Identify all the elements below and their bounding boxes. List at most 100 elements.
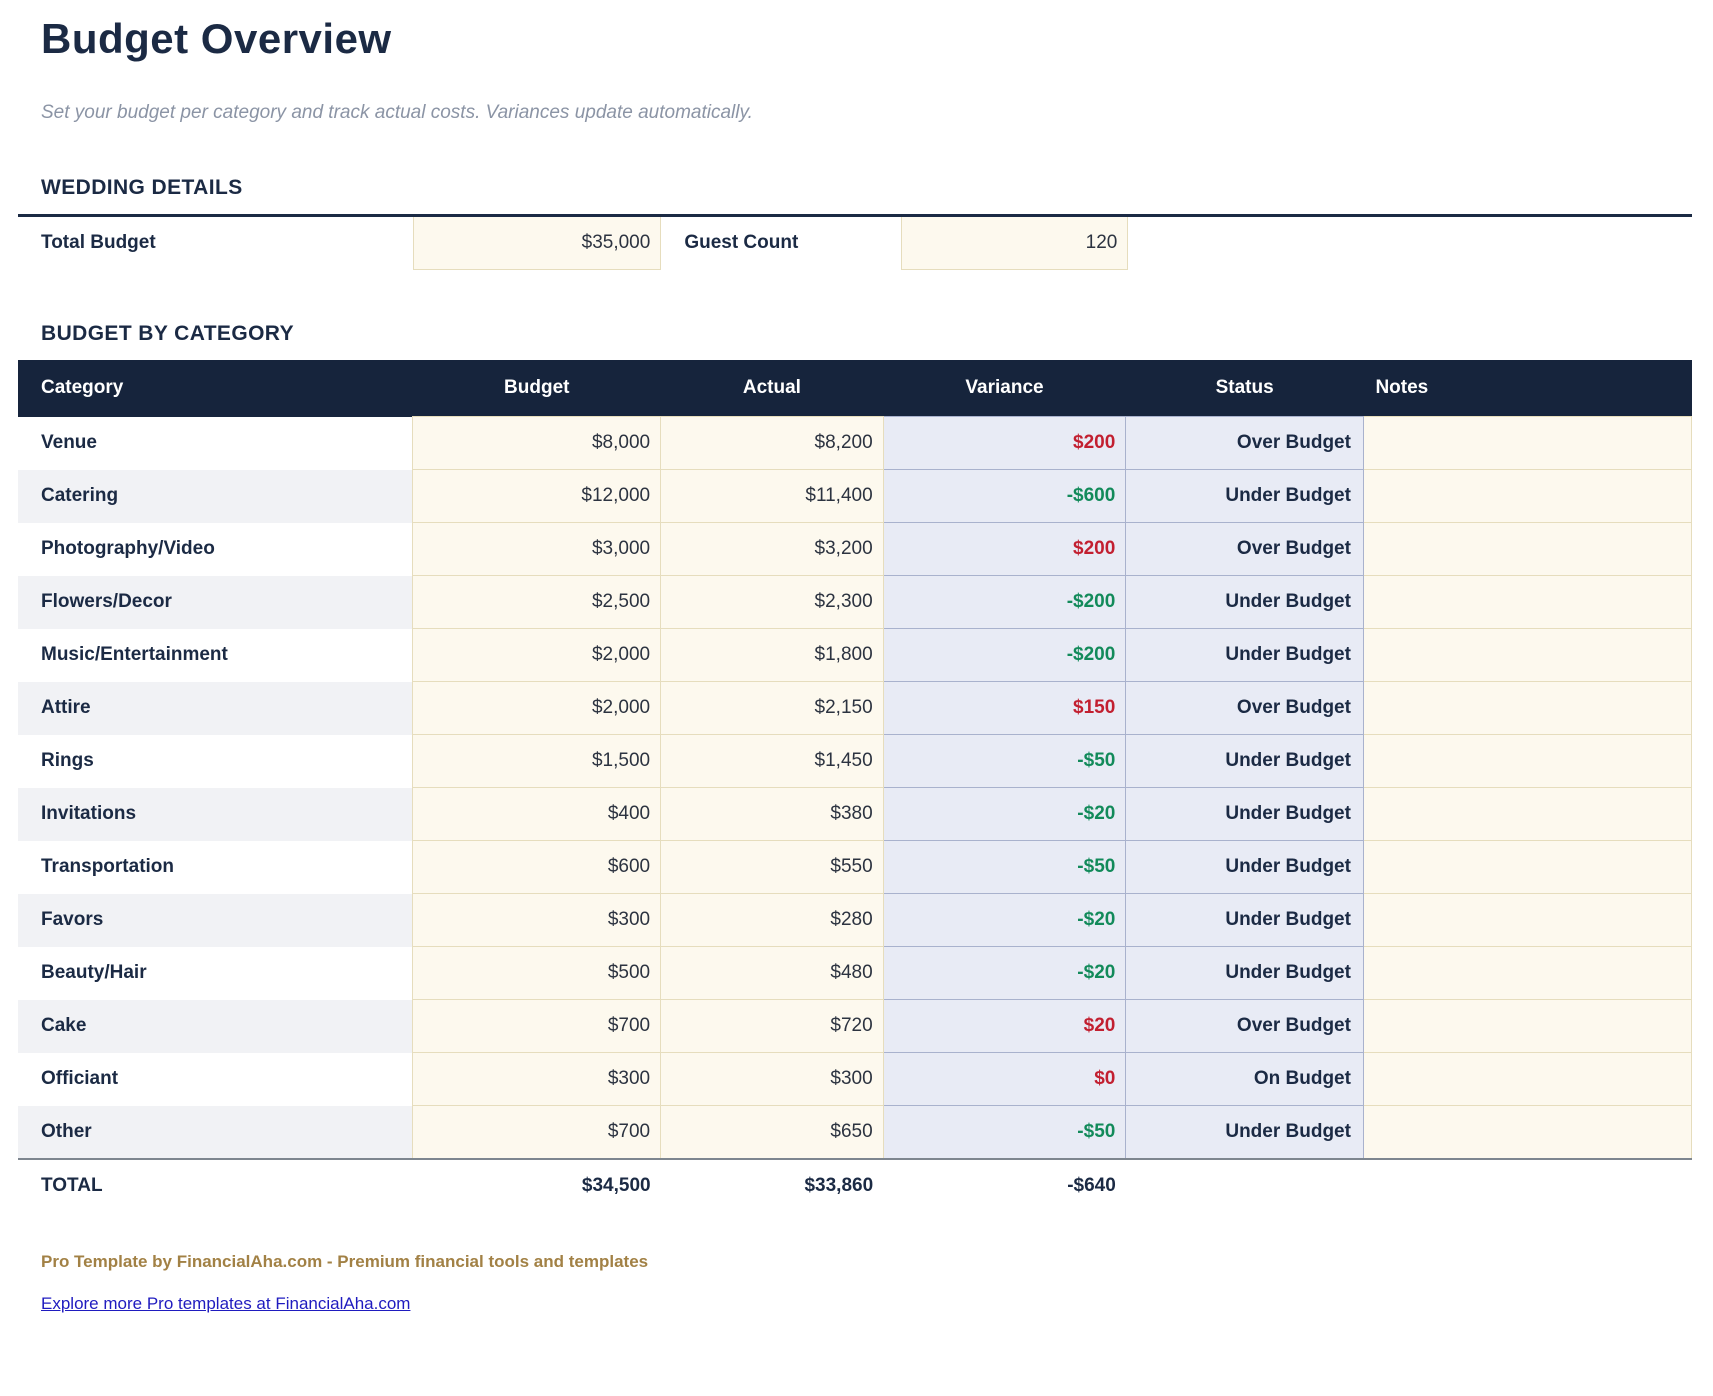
variance-cell: $200	[882, 416, 1127, 471]
variance-cell: -$50	[882, 1105, 1127, 1160]
actual-cell[interactable]: $11,400	[660, 469, 884, 524]
table-row: Officiant $300 $300 $0 On Budget	[18, 1052, 1693, 1107]
actual-cell[interactable]: $2,150	[660, 681, 884, 736]
budget-cell[interactable]: $2,000	[412, 681, 662, 736]
budget-cell[interactable]: $2,000	[412, 628, 662, 683]
actual-cell[interactable]: $8,200	[660, 416, 884, 471]
actual-cell[interactable]: $1,450	[660, 734, 884, 789]
table-row: Music/Entertainment $2,000 $1,800 -$200 …	[18, 628, 1693, 683]
table-row: Photography/Video $3,000 $3,200 $200 Ove…	[18, 522, 1693, 577]
status-cell: Under Budget	[1125, 628, 1364, 683]
notes-cell[interactable]	[1362, 416, 1693, 471]
column-header-notes: Notes	[1363, 360, 1692, 417]
column-header-variance: Variance	[883, 360, 1126, 417]
footer-explore-link[interactable]: Explore more Pro templates at FinancialA…	[41, 1294, 411, 1314]
category-cell: Rings	[41, 750, 94, 772]
variance-cell: $200	[882, 522, 1127, 577]
column-header-actual: Actual	[660, 360, 884, 417]
budget-cell[interactable]: $300	[412, 893, 662, 948]
category-cell: Other	[18, 1105, 413, 1160]
status-cell: Over Budget	[1125, 681, 1364, 736]
empty-spacer-cell	[1127, 215, 1692, 270]
total-row: TOTAL $34,500 $33,860 -$640	[18, 1158, 1692, 1213]
actual-cell[interactable]: $550	[660, 840, 884, 895]
category-cell: Invitations	[18, 787, 413, 841]
actual-cell[interactable]: $300	[660, 1052, 884, 1107]
variance-cell: -$200	[882, 628, 1127, 683]
budget-cell[interactable]: $1,500	[412, 734, 662, 789]
budget-cell[interactable]: $400	[412, 787, 662, 842]
column-header-status: Status	[1125, 360, 1364, 417]
category-cell: Catering	[18, 469, 413, 523]
budget-cell[interactable]: $600	[412, 840, 662, 895]
status-cell: Under Budget	[1125, 1105, 1364, 1160]
total-budget-label: Total Budget	[41, 232, 156, 254]
notes-cell[interactable]	[1362, 1052, 1693, 1107]
page-subtitle: Set your budget per category and track a…	[41, 102, 753, 124]
category-cell: Favors	[18, 893, 413, 947]
total-actual-cell: $33,860	[660, 1158, 884, 1213]
notes-cell[interactable]	[1362, 840, 1693, 895]
actual-cell[interactable]: $2,300	[660, 575, 884, 630]
table-row: Venue $8,000 $8,200 $200 Over Budget	[18, 416, 1693, 471]
actual-cell[interactable]: $380	[660, 787, 884, 842]
total-budget-value-cell[interactable]: $35,000	[412, 215, 662, 271]
actual-cell[interactable]: $280	[660, 893, 884, 948]
status-cell: On Budget	[1125, 1052, 1364, 1107]
total-status-cell	[1125, 1158, 1364, 1213]
notes-cell[interactable]	[1362, 575, 1693, 630]
category-cell: Cake	[18, 999, 413, 1053]
table-row: Other $700 $650 -$50 Under Budget	[18, 1105, 1693, 1160]
wedding-details-row: Total Budget $35,000 Guest Count 120	[18, 215, 1692, 271]
variance-cell: -$200	[882, 575, 1127, 630]
notes-cell[interactable]	[1362, 734, 1693, 789]
actual-cell[interactable]: $1,800	[660, 628, 884, 683]
table-row: Cake $700 $720 $20 Over Budget	[18, 999, 1693, 1054]
actual-cell[interactable]: $720	[660, 999, 884, 1054]
notes-cell[interactable]	[1362, 522, 1693, 577]
category-cell: Music/Entertainment	[41, 644, 228, 666]
notes-cell[interactable]	[1362, 946, 1693, 1001]
table-row: Invitations $400 $380 -$20 Under Budget	[18, 787, 1693, 842]
table-row: Attire $2,000 $2,150 $150 Over Budget	[18, 681, 1693, 736]
notes-cell[interactable]	[1362, 681, 1693, 736]
notes-cell[interactable]	[1362, 628, 1693, 683]
category-cell: Transportation	[41, 856, 175, 878]
notes-cell[interactable]	[1362, 469, 1693, 524]
category-cell: Attire	[18, 681, 413, 735]
actual-cell[interactable]: $650	[660, 1105, 884, 1160]
table-header-row: Category Budget Actual Variance Status N…	[18, 360, 1692, 417]
category-cell: Flowers/Decor	[18, 575, 413, 629]
actual-cell[interactable]: $480	[660, 946, 884, 1001]
budget-cell[interactable]: $500	[412, 946, 662, 1001]
variance-cell: -$20	[882, 893, 1127, 948]
category-cell: Officiant	[41, 1068, 119, 1090]
variance-cell: -$50	[882, 734, 1127, 789]
variance-cell: $0	[882, 1052, 1127, 1107]
wedding-details-table: Total Budget $35,000 Guest Count 120	[18, 214, 1692, 271]
budget-cell[interactable]: $700	[412, 999, 662, 1054]
budget-cell[interactable]: $3,000	[412, 522, 662, 577]
section-heading-wedding-details: WEDDING DETAILS	[41, 176, 243, 200]
notes-cell[interactable]	[1362, 893, 1693, 948]
table-row: Transportation $600 $550 -$50 Under Budg…	[18, 840, 1693, 895]
category-cell: Photography/Video	[41, 538, 215, 560]
notes-cell[interactable]	[1362, 999, 1693, 1054]
guest-count-label: Guest Count	[684, 232, 799, 254]
budget-cell[interactable]: $700	[412, 1105, 662, 1160]
budget-cell[interactable]: $2,500	[412, 575, 662, 630]
column-header-category: Category	[18, 360, 413, 417]
total-variance-cell: -$640	[883, 1158, 1126, 1213]
guest-count-value-cell[interactable]: 120	[901, 215, 1129, 271]
table-row: Flowers/Decor $2,500 $2,300 -$200 Under …	[18, 575, 1693, 630]
status-cell: Over Budget	[1125, 416, 1364, 471]
total-budget-cell: $34,500	[412, 1158, 661, 1213]
budget-cell[interactable]: $8,000	[412, 416, 662, 471]
actual-cell[interactable]: $3,200	[660, 522, 884, 577]
variance-cell: $20	[882, 999, 1127, 1054]
budget-cell[interactable]: $12,000	[412, 469, 662, 524]
notes-cell[interactable]	[1362, 1105, 1693, 1160]
budget-cell[interactable]: $300	[412, 1052, 662, 1107]
table-row: Rings $1,500 $1,450 -$50 Under Budget	[18, 734, 1693, 789]
notes-cell[interactable]	[1362, 787, 1693, 842]
